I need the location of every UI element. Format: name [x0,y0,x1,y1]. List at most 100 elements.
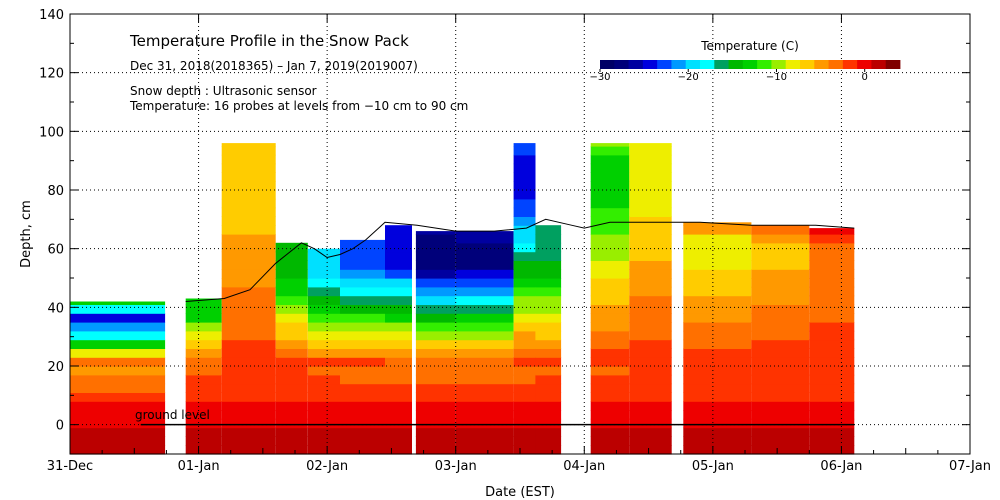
heatmap-cell [455,295,514,305]
heatmap-cell [809,251,855,261]
colorbar: −30 −20 −10 0 [589,60,901,83]
heatmap-cell [590,251,630,261]
heatmap-cell [513,143,536,147]
heatmap-cell [751,366,810,376]
heatmap-cell [590,172,630,182]
heatmap-cell [629,427,672,437]
heatmap-cell [307,418,340,429]
heatmap-cell [221,251,276,261]
heatmap-cell [513,163,536,173]
heatmap-cell [590,295,630,305]
heatmap-cell [513,330,536,341]
chart-note-snow-depth: Snow depth : Ultrasonic sensor [130,84,317,98]
heatmap-cell [629,330,672,341]
heatmap-cell [185,357,222,367]
heatmap-cell [415,295,456,305]
heatmap-cell [185,374,222,385]
heatmap-cell [629,348,672,358]
heatmap-cell [809,374,855,385]
heatmap-cell [455,330,514,341]
heatmap-cell [629,154,672,165]
heatmap-cell [385,225,412,235]
heatmap-cell [415,418,456,429]
heatmap-cell [513,234,536,244]
heatmap-cell [340,304,385,314]
heatmap-cell [307,278,340,288]
heatmap-cell [513,251,536,261]
heatmap-cell [340,286,385,297]
heatmap-cell [590,366,630,376]
heatmap-cell [629,163,672,173]
heatmap-cell [751,348,810,358]
heatmap-cell [70,301,166,305]
heatmap-cell [275,445,308,455]
heatmap-cell [307,357,340,367]
heatmap-cell [455,304,514,314]
heatmap-cell [513,295,536,305]
heatmap-cell [70,357,166,367]
colorbar-swatch [771,60,787,69]
heatmap-cell [629,366,672,376]
heatmap-cell [751,427,810,437]
heatmap-cell [629,322,672,332]
heatmap-cell [513,269,536,279]
heatmap-cell [340,401,385,411]
heatmap-cell [340,366,385,376]
heatmap-cell [629,146,672,156]
y-tick-label: 60 [47,243,64,258]
heatmap-cell [590,181,630,191]
heatmap-cell [629,445,672,455]
heatmap-cell [385,348,412,358]
heatmap-cell [275,410,308,420]
heatmap-cell [385,339,412,349]
heatmap-cell [590,445,630,455]
colorbar-swatch [671,60,687,69]
heatmap-cell [535,357,562,367]
heatmap-cell [275,401,308,411]
heatmap-cell [340,295,385,305]
heatmap-cell [513,401,536,411]
heatmap-cell [415,313,456,323]
heatmap-cell [221,181,276,191]
heatmap-cell [629,401,672,411]
heatmap-cell [221,357,276,367]
heatmap-cell [683,445,752,455]
heatmap-cell [751,339,810,349]
heatmap-cell [535,383,562,393]
heatmap-cell [590,304,630,314]
x-tick-label: 06-Jan [820,459,862,474]
heatmap-cell [513,357,536,367]
heatmap-cell [535,242,562,253]
heatmap-cell [455,242,514,253]
heatmap-cell [415,330,456,341]
heatmap-cell [809,410,855,420]
heatmap-cell [809,322,855,332]
heatmap-cell [535,418,562,429]
heatmap-cell [307,260,340,270]
heatmap-cell [340,374,385,385]
heatmap-cell [629,143,672,147]
heatmap-cell [307,383,340,393]
heatmap-cell [307,348,340,358]
heatmap-cell [590,348,630,358]
heatmap-cell [683,427,752,437]
heatmap-cell [221,242,276,253]
heatmap-cell [455,418,514,429]
heatmap-cell [535,374,562,385]
heatmap-cell [751,445,810,455]
heatmap-cell [629,436,672,446]
heatmap-cell [513,366,536,376]
heatmap-cell [809,269,855,279]
heatmap-cell [590,313,630,323]
heatmap-cell [185,298,222,305]
heatmap-cell [455,286,514,297]
heatmap-cell [455,278,514,288]
heatmap-cell [307,330,340,341]
heatmap-cell [307,374,340,385]
heatmap-cell [751,295,810,305]
heatmap-cell [275,260,308,270]
heatmap-cell [535,348,562,358]
heatmap-cell [415,383,456,393]
heatmap-cell [221,260,276,270]
heatmap-cell [535,260,562,270]
